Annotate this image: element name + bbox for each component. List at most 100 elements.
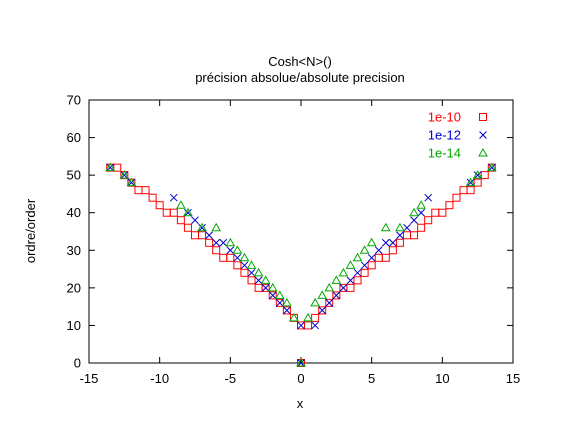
axis-tick-labels: -15 -10 -5 0 5 10 15 0 10 20 30 40 50 60 70 [67,93,521,387]
data-point [226,246,235,255]
data-point [176,216,185,225]
data-point [395,222,405,232]
data-point [134,186,143,195]
data-point [205,238,214,247]
data-point [424,216,433,225]
data-point [247,276,256,285]
data-point [261,284,270,292]
chart-title: Cosh<N>() [268,54,332,69]
data-point [176,200,186,209]
data-point [360,261,369,270]
legend-label: 1e-12 [428,128,461,143]
data-point [339,284,348,292]
data-point [473,171,482,179]
x-tick-label: 5 [368,371,375,386]
data-point [197,222,207,232]
data-point [374,246,383,255]
data-point [260,275,271,284]
data-point [119,170,130,179]
data-point [240,268,249,277]
data-point [184,208,192,217]
x-tick-label: 10 [435,371,449,386]
data-point [303,312,313,322]
data-point [403,231,411,240]
data-point [325,298,334,307]
data-point [360,268,369,277]
y-tick-label: 30 [67,243,81,258]
x-tick-label: 0 [297,371,304,386]
x-axis-label: x [297,396,304,411]
data-point [346,283,355,292]
data-point [169,193,178,202]
data-point [296,357,306,367]
data-point [169,208,178,217]
data-point [198,223,206,232]
data-point [409,207,419,217]
data-point [113,163,122,172]
legend-label: 1e-10 [428,110,461,125]
data-point [120,171,129,179]
data-point [445,201,454,210]
data-point [438,208,447,217]
data-point [155,201,164,210]
data-point [268,291,277,300]
x-tick-label: -15 [80,371,99,386]
data-point [332,291,341,300]
data-point [381,238,390,247]
data-point [346,276,355,285]
data-point [183,207,193,217]
data-point [233,253,242,262]
data-point [416,200,426,209]
data-point [253,267,264,277]
data-point [324,282,335,292]
data-point [233,261,242,270]
data-point [141,186,150,195]
data-point [353,276,362,285]
data-points [105,162,497,367]
data-point [374,253,383,262]
legend-marker [479,131,487,139]
data-point [261,283,270,292]
data-point [486,162,497,172]
data-point [246,260,257,269]
y-tick-label: 40 [67,205,81,220]
data-point [226,253,235,262]
data-point [367,253,376,262]
data-point [431,208,440,217]
data-point [274,290,285,299]
data-point [282,306,291,315]
x-tick-label: -10 [150,371,169,386]
data-point [191,231,199,240]
data-point [162,208,171,217]
data-point [472,170,483,179]
data-point [127,178,136,187]
data-point [289,312,299,322]
data-point [268,291,277,300]
y-tick-label: 0 [74,356,81,371]
data-point [219,253,228,262]
data-point [183,223,192,232]
data-point [380,222,391,232]
axis-ticks [88,99,514,364]
data-point [424,193,433,202]
data-point [487,163,496,172]
legend-marker [478,147,488,157]
data-point [232,245,243,254]
data-point [452,193,461,202]
data-point [410,216,418,225]
data-point [389,238,397,247]
chart-subtitle: précision absolue/absolute precision [195,70,405,85]
x-tick-label: 15 [506,371,520,386]
data-point [239,252,250,262]
data-point [267,282,278,292]
data-point [465,177,476,187]
data-point [366,237,377,247]
data-point [318,306,327,315]
data-point [311,313,320,322]
data-point [332,291,341,300]
data-point [304,321,313,330]
data-point [282,297,292,307]
data-point [317,290,328,299]
data-point [225,237,236,247]
